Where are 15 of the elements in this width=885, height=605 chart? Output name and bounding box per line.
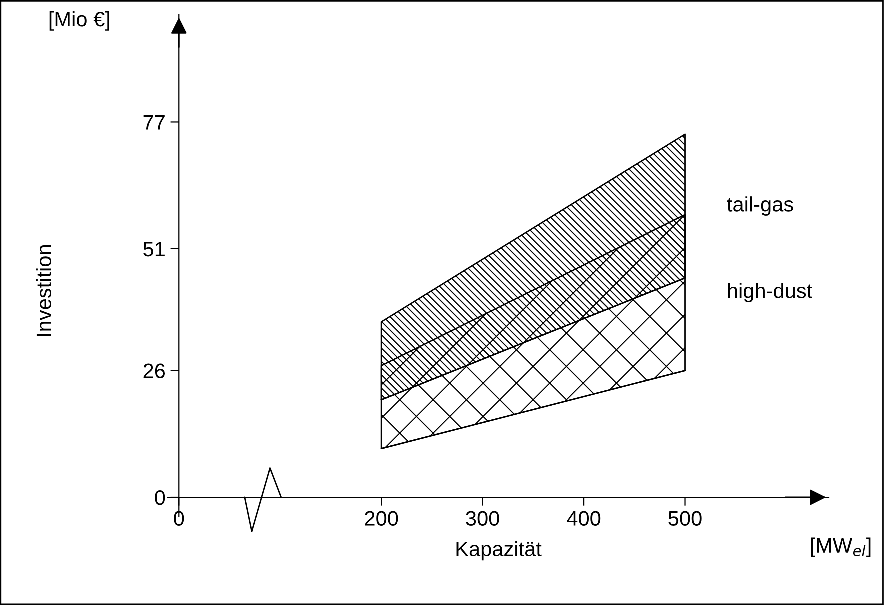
y-tick-label: 51 [144,242,165,257]
y-axis-title: Investition [36,246,52,336]
x-tick-label: 0 [174,511,184,526]
text: [MW$_{el}$] [811,538,871,558]
x-tick-label: 400 [567,511,601,526]
text: tail-gas [727,196,794,216]
text: high-dust [728,283,812,303]
y-tick-label: 0 [155,490,166,506]
x-tick-label: 300 [466,511,500,526]
text: [Mio €] [50,11,110,31]
x-tick-label: 500 [668,511,702,526]
x-axis-title: Kapazität [456,541,542,561]
y-tick-label: 26 [144,364,166,379]
x-tick-label: 200 [365,511,398,526]
y-tick-label: 77 [144,115,165,130]
